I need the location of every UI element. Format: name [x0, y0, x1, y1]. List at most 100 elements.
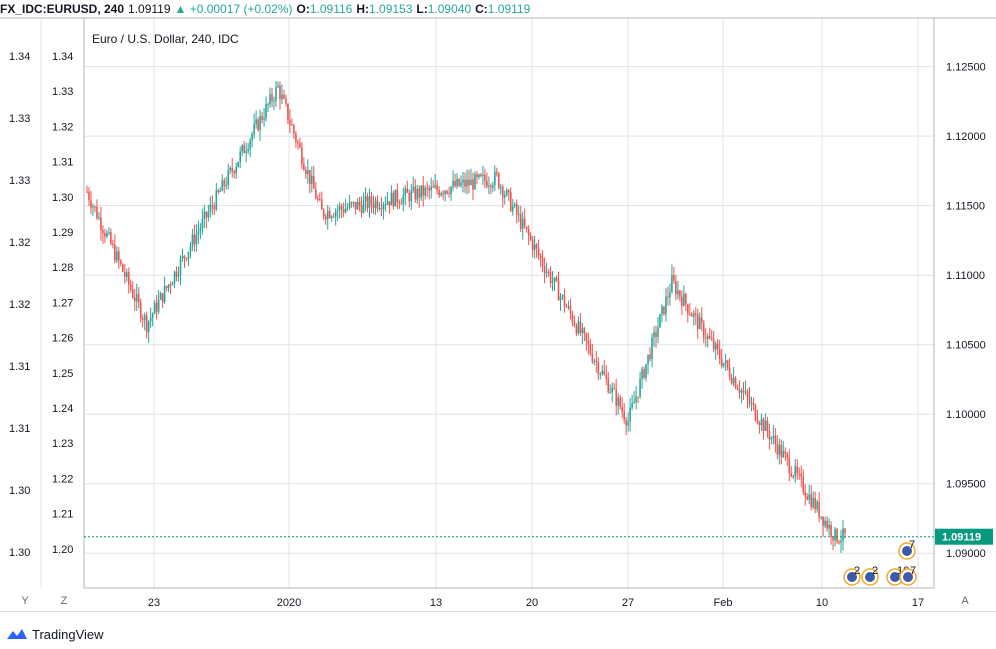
- candle: [681, 290, 683, 315]
- candle: [786, 452, 789, 466]
- event-badge: 7: [898, 539, 916, 560]
- candle: [752, 397, 755, 411]
- candle: [358, 196, 361, 212]
- candle-body: [193, 234, 196, 245]
- candle-body: [98, 217, 100, 219]
- candle-body: [583, 328, 586, 334]
- candle-body: [213, 206, 216, 210]
- left-inner-axis-tick: 1.20: [52, 544, 73, 556]
- candle: [116, 246, 118, 264]
- candle-body: [478, 174, 480, 178]
- right-axis-tick: 1.12500: [946, 62, 986, 74]
- candle-body: [812, 497, 814, 508]
- candle-body: [199, 228, 202, 232]
- candle: [193, 224, 196, 252]
- candle-body: [611, 387, 614, 393]
- candle: [760, 413, 763, 431]
- candle-body: [752, 402, 755, 405]
- candle-body: [750, 402, 753, 404]
- right-axis-tick: 1.10000: [946, 409, 986, 421]
- candle-body: [649, 354, 651, 360]
- candle: [496, 167, 498, 177]
- candle-body: [102, 230, 104, 234]
- candle: [247, 143, 249, 155]
- candle-body: [316, 198, 319, 200]
- candle: [641, 366, 643, 389]
- candle: [633, 391, 635, 404]
- z-axis-button[interactable]: Z: [60, 595, 68, 607]
- left-inner-axis-tick: 1.33: [52, 86, 73, 98]
- candle: [661, 303, 663, 323]
- candle-body: [782, 451, 785, 458]
- candle-body: [665, 296, 667, 315]
- candle-body: [163, 286, 166, 303]
- candle-body: [207, 211, 210, 218]
- candle-body: [173, 271, 176, 284]
- candle-body: [671, 275, 673, 293]
- y-axis-button[interactable]: Y: [21, 595, 29, 607]
- candle-body: [593, 361, 596, 363]
- candle-body: [722, 363, 725, 366]
- candle-body: [740, 390, 743, 393]
- candle: [515, 199, 518, 224]
- candle-body: [474, 174, 476, 190]
- candle-body: [346, 207, 349, 209]
- candle: [673, 266, 675, 284]
- candle-body: [663, 306, 665, 315]
- candle-body: [195, 234, 198, 245]
- symbol-label[interactable]: FX_IDC:EURUSD, 240: [0, 2, 125, 16]
- left-inner-axis-tick: 1.29: [52, 227, 73, 239]
- left-inner-axis-tick: 1.25: [52, 368, 73, 380]
- candle-body: [675, 281, 677, 295]
- candle-body: [511, 206, 514, 211]
- candle-body: [426, 187, 429, 189]
- auto-scale-button[interactable]: A: [961, 595, 969, 607]
- candle-body: [507, 190, 510, 193]
- candle-body: [110, 232, 112, 244]
- candle-body: [804, 492, 807, 497]
- last-price-label: 1.09119: [942, 532, 981, 544]
- candle-body: [681, 296, 683, 306]
- tradingview-logo[interactable]: TradingView: [6, 624, 104, 644]
- candle: [354, 202, 357, 215]
- left-outer-axis-tick: 1.32: [9, 299, 30, 311]
- candle: [635, 386, 637, 410]
- candle-body: [438, 190, 440, 196]
- candle: [114, 234, 116, 264]
- candle: [155, 295, 158, 320]
- candle: [581, 322, 584, 344]
- candle: [241, 144, 243, 157]
- candle-body: [496, 171, 498, 174]
- candle: [625, 416, 627, 436]
- candle: [129, 279, 132, 293]
- candle-body: [627, 421, 629, 426]
- candle: [541, 250, 544, 273]
- candle: [766, 416, 769, 438]
- candle: [183, 254, 186, 268]
- candle: [746, 388, 749, 409]
- candle: [106, 229, 108, 239]
- candle-body: [305, 169, 307, 175]
- candle: [314, 181, 317, 200]
- candle-body: [221, 180, 224, 191]
- price-chart[interactable]: 1.12500 1.12000 1.11500 1.11000 1.10500 1.100…: [0, 0, 996, 612]
- candle-body: [326, 210, 329, 220]
- event-count: 7: [909, 539, 915, 551]
- candle-body: [677, 290, 679, 295]
- candle-body: [766, 420, 769, 432]
- candle-body: [189, 246, 192, 252]
- candle-body: [145, 315, 148, 333]
- candle-body: [545, 271, 548, 274]
- candle: [585, 332, 588, 351]
- candle: [545, 262, 548, 278]
- candle: [88, 187, 90, 207]
- candle-body: [696, 314, 699, 330]
- candle-body: [249, 140, 251, 150]
- candle: [505, 187, 508, 197]
- candle: [137, 286, 140, 309]
- candle: [402, 187, 405, 212]
- candle-body: [758, 423, 761, 426]
- candle: [324, 213, 327, 225]
- candle-body: [205, 211, 208, 218]
- candle: [213, 202, 216, 215]
